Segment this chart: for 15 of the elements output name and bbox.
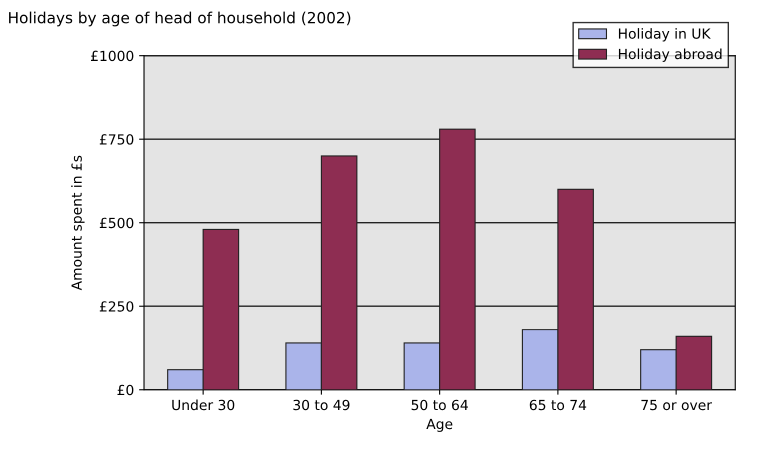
y-tick-label: £750 [100, 134, 134, 145]
chart-title: Holidays by age of head of household (2002) [9, 12, 350, 26]
x-tick-label: 50 to 64 [412, 400, 468, 410]
legend-label: Holiday abroad [618, 48, 722, 62]
x-tick-label: Under 30 [172, 399, 234, 410]
y-tick-label: £1000 [90, 50, 134, 62]
x-tick-label: 75 or over [641, 400, 712, 410]
x-tick-label: 65 to 74 [530, 400, 586, 410]
x-tick-label: 30 to 49 [293, 400, 350, 410]
y-axis-title: Amount spent in £s [71, 156, 85, 290]
y-tick-label: £250 [100, 301, 134, 312]
y-tick-label: £500 [100, 218, 134, 228]
y-tick-label: £0 [118, 384, 134, 396]
legend-label: Holiday in UK [618, 28, 711, 42]
x-axis-title: Age [426, 418, 452, 432]
